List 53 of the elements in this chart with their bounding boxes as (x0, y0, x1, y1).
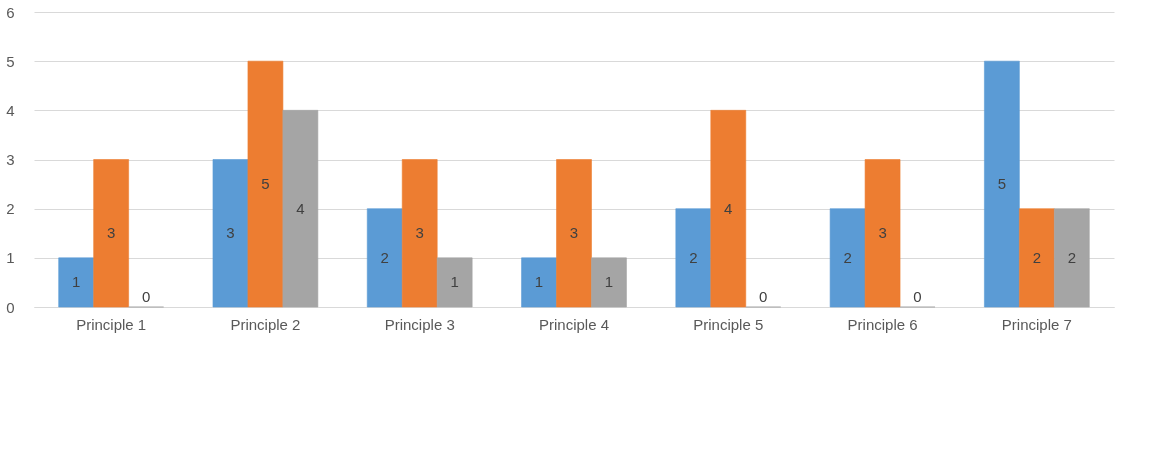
data-label: 2 (380, 248, 389, 266)
bar (591, 257, 627, 308)
data-label: 0 (759, 288, 768, 305)
data-label: 1 (450, 273, 459, 291)
bar (556, 159, 592, 308)
data-label: 1 (604, 273, 614, 291)
bar (1054, 208, 1090, 308)
y-tick-label: 4 (6, 101, 15, 119)
data-label: 0 (913, 288, 922, 305)
bar (436, 257, 473, 308)
data-label: 0 (141, 288, 151, 305)
bar (247, 60, 284, 308)
x-tick-label: Principle 5 (693, 315, 764, 333)
bar (1019, 208, 1055, 308)
data-label: 3 (106, 224, 116, 242)
bar (58, 257, 94, 308)
x-tick-label: Principle 6 (847, 315, 918, 333)
bar (864, 159, 901, 308)
data-label: 5 (261, 175, 270, 193)
x-tick-label: Principle 4 (538, 315, 610, 333)
data-label: 4 (724, 199, 733, 217)
bar (675, 208, 712, 308)
x-tick-label: Principle 3 (384, 315, 455, 333)
data-label: 5 (997, 175, 1007, 193)
bar (93, 159, 129, 308)
bar (212, 159, 249, 308)
bar (366, 208, 403, 308)
y-tick-label: 5 (6, 52, 15, 70)
y-tick-label: 6 (6, 3, 15, 21)
data-label: 3 (415, 224, 424, 242)
data-label: 3 (226, 224, 235, 242)
bar (829, 208, 866, 308)
y-tick-label: 1 (6, 249, 15, 267)
bar (710, 110, 747, 308)
y-tick-label: 2 (6, 200, 15, 218)
data-label: 3 (569, 224, 579, 242)
y-tick-label: 3 (6, 151, 15, 168)
bar (984, 60, 1020, 308)
data-label: 2 (689, 248, 698, 266)
data-label: 2 (1067, 248, 1076, 266)
x-tick-label: Principle 7 (1001, 315, 1072, 333)
data-label: 3 (878, 224, 887, 242)
data-label: 2 (843, 248, 852, 266)
bar (401, 159, 438, 308)
data-label: 2 (1032, 248, 1042, 266)
bar (282, 110, 319, 308)
data-label: 4 (296, 199, 305, 217)
data-label: 1 (72, 273, 81, 291)
data-label: 1 (534, 273, 544, 291)
bar (521, 257, 557, 308)
y-tick-label: 0 (6, 298, 15, 316)
x-tick-label: Principle 1 (76, 315, 147, 333)
x-tick-label: Principle 2 (230, 315, 301, 333)
